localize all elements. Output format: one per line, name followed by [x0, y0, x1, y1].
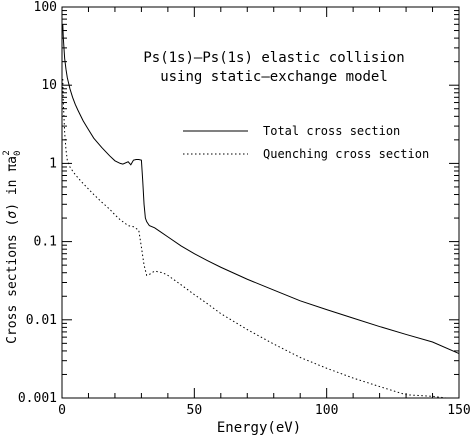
y-axis-label-subscript: 0: [13, 151, 23, 156]
x-tick-label: 0: [58, 403, 66, 418]
plot-frame: [61, 6, 460, 399]
y-axis-label-sigma: σ: [5, 211, 20, 219]
y-axis-label-superscript: 2: [2, 150, 12, 155]
plot-layer: 0 50 100 150 0.001 0.01 0.1 1 10 100: [18, 0, 471, 418]
y-tick-label: 0.1: [34, 235, 57, 250]
legend-label-total: Total cross section: [263, 124, 400, 138]
chart-title: Ps(1s)–Ps(1s) elastic collision: [143, 50, 404, 66]
x-tick-label: 150: [447, 403, 470, 418]
y-tick-label: 0.01: [26, 313, 57, 328]
y-tick-label: 100: [34, 0, 57, 15]
x-tick-label: 100: [315, 403, 338, 418]
svg-text:Cross sections (σ) in πa02: Cross sections (σ) in πa02: [2, 150, 23, 344]
title-block: Ps(1s)–Ps(1s) elastic collision using st…: [143, 50, 404, 85]
y-axis-label-part-2: ) in: [5, 172, 20, 211]
y-tick-label: 0.001: [18, 391, 57, 406]
chart-subtitle: using static–exchange model: [160, 69, 388, 85]
y-tick-label: 1: [49, 156, 57, 171]
y-tick-label: 10: [41, 78, 57, 93]
x-axis-label: Energy(eV): [217, 420, 301, 436]
legend: Total cross section Quenching cross sect…: [183, 124, 429, 161]
y-axis-label: Cross sections (σ) in πa02: [2, 150, 23, 344]
y-axis-label-unit: πa: [5, 156, 20, 172]
series-line-total: [62, 24, 460, 355]
x-tick-label: 50: [187, 403, 203, 418]
y-axis-label-part-1: Cross sections (: [5, 219, 20, 344]
legend-label-quenching: Quenching cross section: [263, 147, 429, 161]
